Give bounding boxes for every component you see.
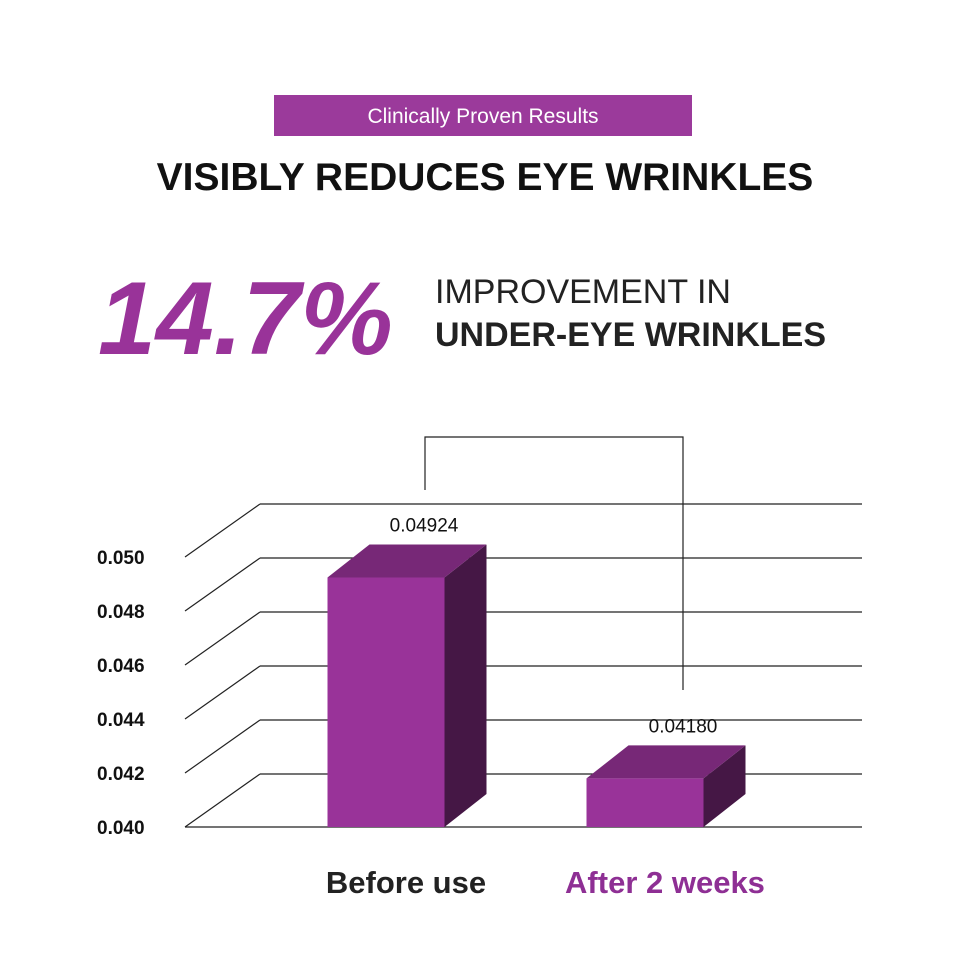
y-tick-label: 0.042 (97, 764, 145, 785)
bar-side (444, 544, 487, 827)
bar (586, 745, 746, 827)
stat-value: 14.7% (98, 261, 393, 377)
y-tick-label: 0.050 (97, 548, 145, 569)
grid-line-depth (184, 773, 261, 828)
stat-line1: IMPROVEMENT IN (435, 273, 731, 311)
grid-line-depth (184, 557, 261, 612)
grid-line-depth (184, 719, 261, 774)
bar (327, 544, 487, 827)
value-label: 0.04180 (649, 716, 718, 737)
grid-line-depth (184, 611, 261, 666)
bar-top (327, 544, 487, 578)
y-tick-label: 0.046 (97, 656, 145, 677)
y-tick-label: 0.048 (97, 602, 145, 623)
title: VISIBLY REDUCES EYE WRINKLES (157, 156, 814, 199)
grid-line-depth (184, 503, 261, 558)
x-tick-label: After 2 weeks (565, 865, 765, 900)
badge (274, 95, 692, 136)
y-tick-label: 0.044 (97, 710, 145, 731)
bar-front (586, 778, 704, 827)
stat-line2: UNDER-EYE WRINKLES (435, 316, 826, 354)
badge-text: Clinically Proven Results (367, 105, 598, 128)
grid-line-depth (184, 665, 261, 720)
bar-front (327, 577, 445, 827)
bar-side (703, 745, 746, 827)
y-tick-label: 0.040 (97, 818, 145, 839)
value-label: 0.04924 (390, 516, 459, 537)
bar-top (586, 745, 746, 779)
x-tick-label: Before use (326, 865, 486, 900)
comparison-bracket (424, 436, 684, 690)
